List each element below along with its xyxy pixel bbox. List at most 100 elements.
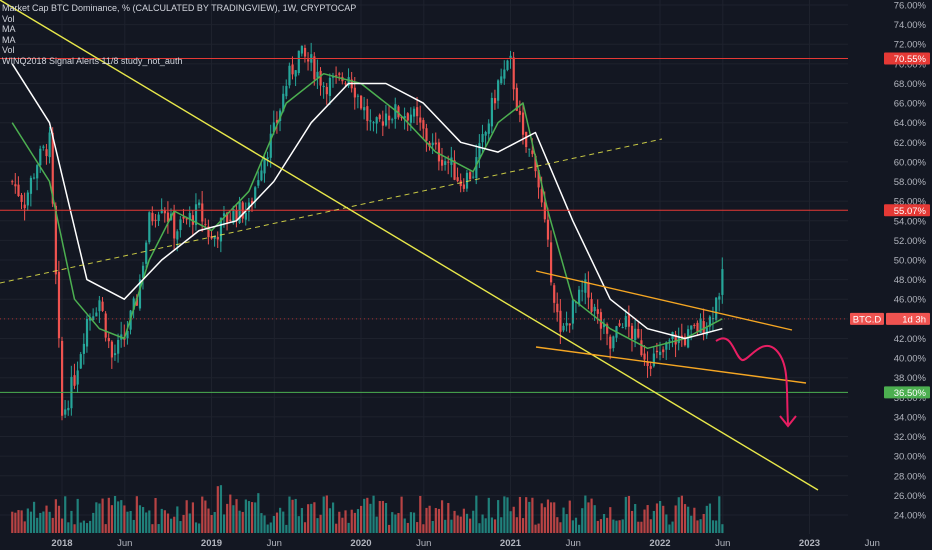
volume-bar — [222, 514, 226, 533]
volume-bar — [179, 521, 182, 533]
candle-body — [173, 212, 176, 239]
candle-body — [612, 336, 615, 349]
volume-bar — [194, 522, 198, 533]
price-tick-label: 58.00% — [894, 177, 927, 188]
candle-body — [291, 64, 294, 75]
candle-body — [244, 212, 247, 220]
candle-body — [500, 76, 503, 84]
candle-body — [266, 157, 269, 160]
volume-bar — [257, 493, 260, 533]
candle-body — [204, 224, 207, 226]
price-tick-label: 54.00% — [894, 216, 927, 227]
legend-indicator[interactable]: MA — [2, 34, 16, 45]
price-tick-label: 28.00% — [894, 471, 927, 482]
volume-bar — [235, 499, 238, 533]
candle-body — [185, 218, 188, 220]
volume-bar — [559, 522, 562, 533]
candle-body — [493, 98, 497, 104]
resistance-price-tag: 55.07% — [894, 206, 927, 217]
volume-bar — [378, 501, 381, 533]
volume-bar — [447, 502, 450, 533]
volume-bar — [708, 503, 712, 533]
candle-body — [32, 177, 36, 179]
volume-bar — [151, 524, 154, 533]
volume-bar — [229, 494, 232, 533]
candle-body — [95, 312, 98, 317]
candle-body — [487, 123, 490, 134]
candle-body — [26, 192, 29, 206]
candle-body — [282, 93, 285, 112]
legend-indicator[interactable]: MA — [2, 24, 16, 34]
candle-body — [254, 187, 257, 202]
volume-bar — [129, 510, 132, 533]
price-axis — [848, 0, 932, 534]
volume-bar — [76, 498, 79, 533]
volume-bar — [79, 522, 82, 533]
volume-bar — [634, 504, 637, 533]
volume-bar — [110, 505, 114, 533]
price-tick-label: 50.00% — [894, 256, 927, 267]
legend-indicator[interactable]: Vol — [2, 13, 15, 24]
candle-body — [409, 114, 413, 123]
volume-bar — [322, 496, 325, 533]
candle-body — [549, 242, 553, 283]
volume-bar — [89, 520, 92, 533]
volume-bar — [593, 505, 596, 533]
volume-bar — [590, 498, 593, 533]
volume-bar — [173, 516, 176, 533]
candle-body — [665, 342, 668, 350]
volume-bar — [400, 496, 403, 533]
candle-body — [297, 50, 300, 74]
price-tick-label: 60.00% — [894, 157, 927, 168]
candle-body — [213, 235, 216, 239]
candle-body — [207, 226, 210, 238]
candle-body — [674, 334, 677, 345]
volume-bar — [602, 514, 606, 533]
volume-bar — [219, 485, 223, 533]
price-tick-label: 30.00% — [894, 452, 927, 463]
price-tick-label: 42.00% — [894, 334, 927, 345]
support-price-tag-bg — [884, 386, 930, 399]
volume-bar — [279, 507, 282, 533]
candle-body — [556, 303, 559, 313]
candle-body — [194, 204, 198, 226]
volume-bar — [285, 524, 288, 533]
volume-bar — [553, 502, 556, 533]
candle-body — [263, 159, 266, 174]
candle-body — [534, 155, 537, 172]
candle-body — [668, 340, 671, 342]
volume-bar — [481, 514, 484, 533]
volume-bar — [534, 524, 537, 533]
volume-bar — [612, 519, 615, 533]
volume-bar — [584, 495, 587, 533]
volume-bar — [444, 519, 447, 533]
legend-indicator[interactable]: WINQ2018 Signal Alerts 11/8 study_not_au… — [2, 55, 183, 66]
candle-body — [699, 318, 702, 333]
candle-body — [646, 361, 649, 367]
candle-body — [590, 299, 593, 312]
volume-bar — [23, 521, 26, 533]
volume-bar — [677, 497, 680, 533]
volume-bar — [14, 512, 17, 533]
candle-body — [637, 328, 640, 338]
timer-badge-bg — [886, 312, 930, 325]
candle-body — [356, 95, 360, 97]
candle-body — [571, 300, 574, 324]
volume-bar — [303, 522, 307, 533]
volume-bar — [57, 505, 61, 533]
candle-body — [394, 104, 397, 119]
volume-bar — [406, 522, 409, 533]
volume-bar — [182, 514, 185, 533]
volume-bar — [166, 513, 170, 533]
volume-bar — [135, 496, 138, 533]
candle-body — [117, 339, 120, 354]
candle-body — [85, 318, 89, 347]
legend-indicator[interactable]: Vol — [2, 45, 15, 55]
candle-body — [201, 203, 204, 222]
candle-body — [269, 133, 272, 158]
volume-bar — [204, 500, 207, 533]
resistance-price-tag: 70.55% — [894, 54, 927, 65]
volume-bar — [269, 522, 272, 533]
candle-body — [39, 148, 42, 166]
